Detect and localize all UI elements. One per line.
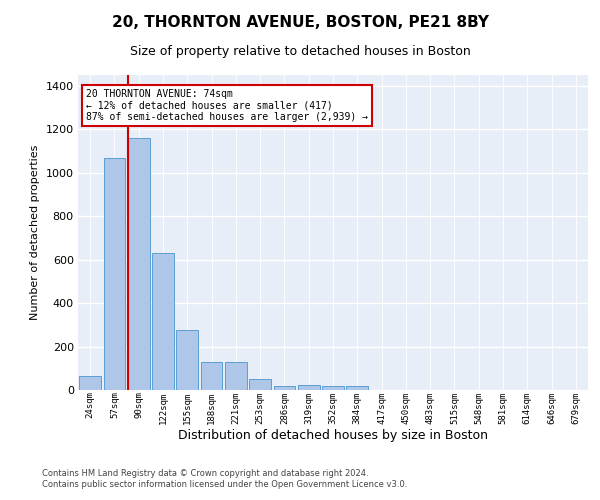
Bar [79, 376, 101, 390]
Bar [322, 386, 344, 390]
Y-axis label: Number of detached properties: Number of detached properties [30, 145, 40, 320]
Bar [176, 330, 198, 390]
Bar [274, 386, 295, 390]
Bar [200, 362, 223, 390]
Text: Size of property relative to detached houses in Boston: Size of property relative to detached ho… [130, 45, 470, 58]
Text: Contains public sector information licensed under the Open Government Licence v3: Contains public sector information licen… [42, 480, 407, 489]
Bar [298, 384, 320, 390]
Bar [225, 362, 247, 390]
Bar [346, 386, 368, 390]
Text: 20, THORNTON AVENUE, BOSTON, PE21 8BY: 20, THORNTON AVENUE, BOSTON, PE21 8BY [112, 15, 488, 30]
Text: Contains HM Land Registry data © Crown copyright and database right 2024.: Contains HM Land Registry data © Crown c… [42, 468, 368, 477]
Bar [128, 138, 149, 390]
Bar [152, 253, 174, 390]
Bar [249, 379, 271, 390]
Bar [104, 158, 125, 390]
Text: 20 THORNTON AVENUE: 74sqm
← 12% of detached houses are smaller (417)
87% of semi: 20 THORNTON AVENUE: 74sqm ← 12% of detac… [86, 89, 368, 122]
X-axis label: Distribution of detached houses by size in Boston: Distribution of detached houses by size … [178, 429, 488, 442]
